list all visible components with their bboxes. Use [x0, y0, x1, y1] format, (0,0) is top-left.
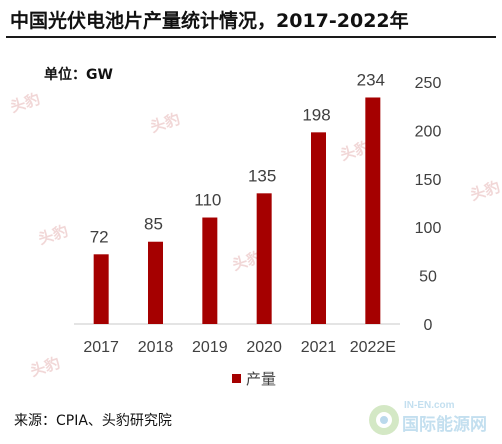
- x-tick-label: 2018: [138, 339, 174, 356]
- unit-label: 单位：GW: [44, 67, 113, 83]
- x-tick-label: 2019: [192, 339, 228, 356]
- data-label: 85: [144, 215, 163, 234]
- source-note: 来源：CPIA、头豹研究院: [14, 413, 172, 429]
- legend-swatch: [232, 374, 241, 383]
- data-label: 72: [90, 227, 109, 246]
- bar: [148, 241, 163, 324]
- x-tick-label: 2020: [246, 339, 282, 356]
- data-label: 234: [357, 70, 385, 89]
- title-divider: [6, 36, 496, 38]
- y-tick-label: 100: [415, 220, 442, 237]
- data-label: 135: [248, 166, 276, 185]
- page-title: 中国光伏电池片产量统计情况，2017-2022年: [10, 10, 409, 32]
- in-en-logo: IN-EN.com 国际能源网: [369, 400, 487, 435]
- y-tick-label: 0: [424, 317, 433, 334]
- x-tick-label: 2017: [83, 339, 119, 356]
- x-tick-label: 2021: [301, 339, 337, 356]
- data-label: 198: [302, 105, 330, 124]
- bar: [202, 217, 218, 324]
- y-tick-label: 50: [419, 269, 437, 286]
- logo-dot: [380, 416, 388, 424]
- data-label: 110: [194, 191, 221, 210]
- x-tick-label: 2022E: [350, 339, 396, 356]
- y-tick-label: 250: [415, 75, 442, 92]
- logo-subtext: IN-EN.com: [404, 400, 455, 411]
- bar: [93, 254, 109, 324]
- bar: [256, 193, 272, 324]
- y-tick-label: 150: [415, 172, 442, 189]
- bar: [365, 97, 381, 324]
- logo-text: 国际能源网: [402, 414, 487, 435]
- legend-label: 产量: [246, 370, 276, 388]
- y-tick-label: 200: [415, 123, 442, 140]
- bar: [311, 132, 326, 324]
